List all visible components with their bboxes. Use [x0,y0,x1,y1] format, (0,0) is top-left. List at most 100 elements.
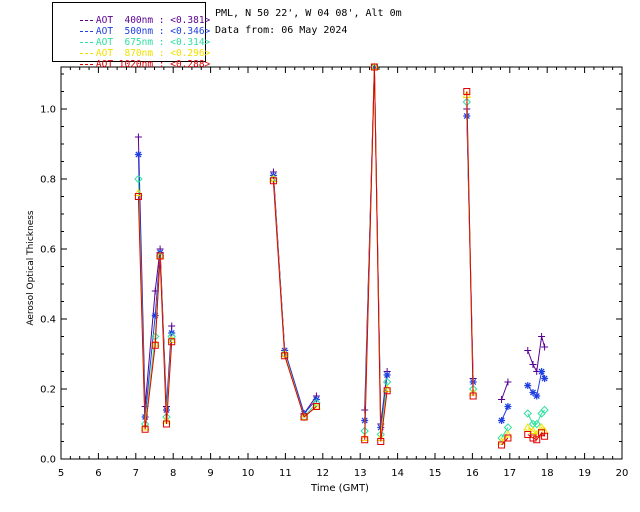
marker-triangle [140,423,150,431]
series-line-0 [364,66,388,425]
x-tick-label: 15 [429,468,442,479]
x-tick-label: 16 [466,468,479,479]
marker-triangle [497,437,506,445]
series-line-0 [272,171,317,415]
marker-square [269,177,277,185]
series-line-0 [501,381,509,400]
series-line-1 [364,66,388,428]
series-line-4 [527,431,545,441]
x-tick-label: 5 [58,468,64,479]
marker-square [141,425,149,433]
marker-square [377,438,385,445]
legend-label-400nm: AOT 400nm : <0.381> [95,15,211,26]
marker-triangle [528,426,538,434]
marker-plus [168,322,176,330]
marker-square [151,341,159,349]
marker-asterisk [538,368,546,375]
marker-square [541,432,549,440]
x-tick-label: 7 [133,468,139,479]
marker-asterisk [541,375,549,382]
marker-square [529,434,537,442]
marker-plus [504,378,512,386]
marker-plus [498,396,506,403]
marker-plus [529,361,537,368]
series-line-3 [137,192,173,428]
legend-label-500nm: AOT 500nm : <0.346> [95,26,211,37]
marker-diamond [167,332,176,341]
y-tick-label: 0.8 [40,175,56,186]
y-tick-label: 0.2 [40,385,56,396]
marker-diamond [540,405,549,415]
series-line-4 [364,66,388,442]
marker-plus [538,333,546,340]
legend-label-675nm: AOT 675nm : <0.314> [95,37,211,48]
series-line-4 [272,180,317,418]
marker-square [533,436,541,444]
marker-square [463,88,471,95]
marker-square [168,338,176,346]
legend-label-870nm: AOT 870nm : <0.296> [95,48,211,59]
marker-asterisk [524,382,532,389]
marker-plus [134,133,142,141]
y-axis-label: Aerosol Optical Thickness [26,210,36,326]
marker-triangle [134,188,143,196]
marker-asterisk [498,417,506,424]
x-tick-label: 13 [354,468,367,479]
marker-square [498,441,506,449]
marker-square [469,392,477,400]
legend-swatch-400nm [79,19,93,22]
y-tick-label: 0.0 [40,455,56,466]
marker-diamond [312,398,321,408]
marker-asterisk [504,403,512,410]
legend-item-500nm: AOT 500nm : <0.346> [57,15,210,37]
marker-triangle [360,433,370,441]
marker-square [312,403,320,410]
marker-square [162,420,170,428]
x-tick-label: 19 [578,468,591,479]
legend-label-1020nm: AOT 1020nm : <0.288> [95,59,211,70]
y-tick-label: 0.6 [40,245,56,256]
y-tick-label: 1.0 [40,105,56,116]
x-tick-label: 12 [316,468,329,479]
legend-item-400nm: AOT 400nm : <0.381> [57,4,210,26]
marker-diamond [532,419,541,429]
marker-square [504,434,512,442]
location-text: PML, N 50 22', W 04 08', Alt 0m [215,8,402,19]
x-tick-label: 18 [541,468,554,479]
series-line-1 [272,175,317,415]
x-tick-label: 8 [170,468,176,479]
marker-square [300,413,308,421]
legend-item-675nm: AOT 675nm : <0.314> [57,26,210,48]
series-line-2 [364,66,388,435]
marker-diamond [503,423,513,432]
legend-item-1020nm: AOT 1020nm : <0.288> [57,48,210,70]
x-tick-label: 10 [242,468,255,479]
series-line-2 [272,178,317,419]
marker-asterisk [151,312,159,319]
marker-square [361,436,369,444]
marker-square [370,63,378,71]
marker-square [156,252,164,260]
y-tick-label: 0.4 [40,315,56,326]
legend-item-870nm: AOT 870nm : <0.296> [57,37,210,59]
x-tick-label: 17 [503,468,516,479]
series-line-4 [137,196,173,430]
marker-asterisk [134,151,142,158]
legend-swatch-500nm [79,30,93,33]
marker-triangle [523,423,533,431]
x-axis-label: Time (GMT) [310,483,369,494]
legend: AOT 400nm : <0.381> AOT 500nm : <0.346> … [52,2,210,70]
date-text: Data from: 06 May 2024 [215,25,348,36]
marker-asterisk [529,389,537,396]
series-line-1 [501,406,509,421]
marker-diamond [134,174,143,184]
legend-swatch-1020nm [79,63,93,66]
series-line-0 [527,336,546,374]
legend-swatch-870nm [79,52,93,55]
marker-asterisk [533,392,541,400]
x-tick-label: 11 [279,468,292,479]
x-tick-label: 20 [616,468,629,479]
marker-diamond [523,409,532,418]
marker-square [383,387,391,395]
